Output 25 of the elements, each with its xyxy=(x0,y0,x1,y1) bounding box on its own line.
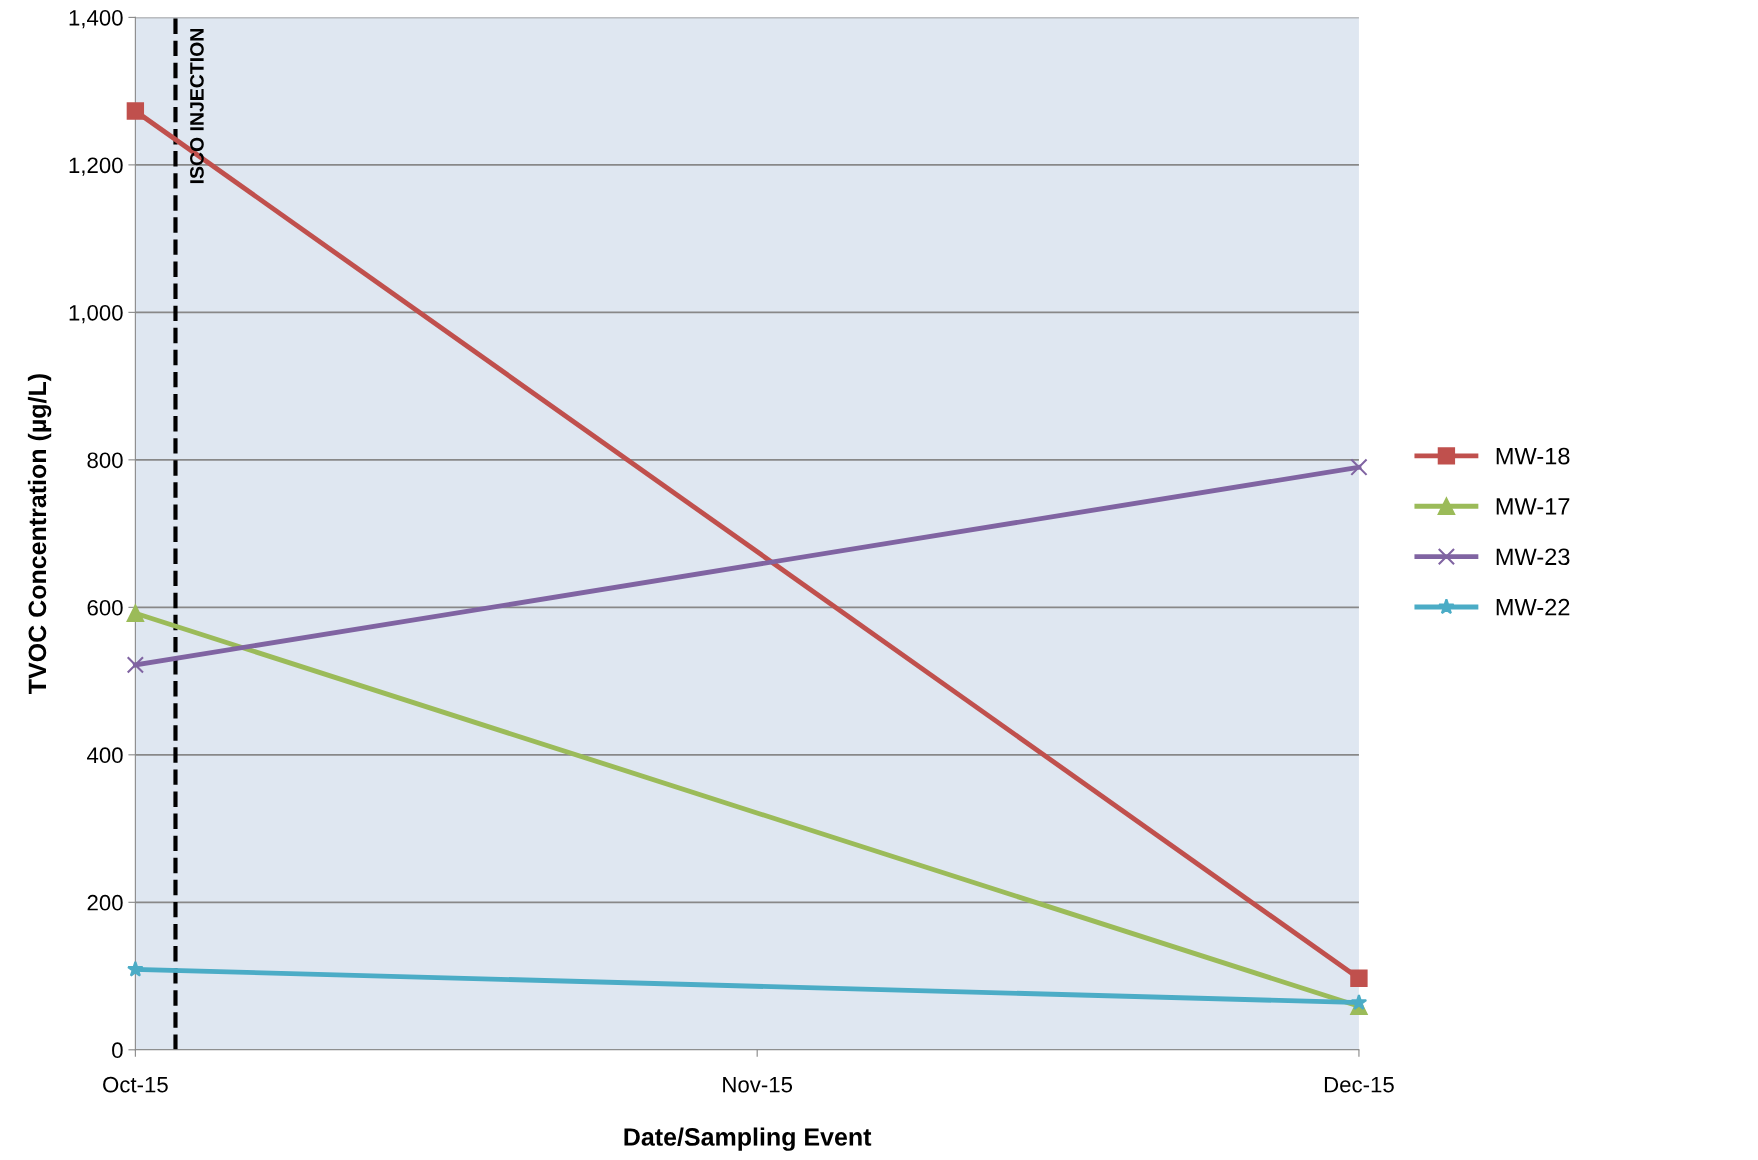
y-tick-label: 800 xyxy=(87,452,123,469)
y-axis-title: TVOC Concentration (µg/L) xyxy=(27,374,52,694)
point xyxy=(126,656,145,674)
point xyxy=(1350,993,1368,1010)
y-tick-label: 1,400 xyxy=(69,9,123,29)
point xyxy=(126,102,145,120)
y-tick-label: 1,000 xyxy=(69,304,123,324)
y-tick-label: 200 xyxy=(87,894,123,911)
legend-label: MW-22 xyxy=(1496,598,1570,616)
x-axis-title: Date/Sampling Event xyxy=(624,1127,872,1151)
point xyxy=(1350,969,1368,987)
ref-line-label: ISCO INJECTION xyxy=(190,29,204,184)
y-tick-label: 400 xyxy=(87,747,123,764)
y-tick-label: 0 xyxy=(112,1042,123,1059)
point xyxy=(1350,458,1368,476)
x-tick-label: Nov-15 xyxy=(723,1077,793,1093)
point xyxy=(126,604,145,622)
legend-label: MW-17 xyxy=(1496,498,1570,515)
x-tick-label: Dec-15 xyxy=(1324,1077,1394,1093)
y-tick-label: 600 xyxy=(87,599,123,616)
point xyxy=(127,960,144,977)
legend-label: MW-18 xyxy=(1496,447,1570,465)
legend-label: MW-23 xyxy=(1496,548,1570,566)
y-tick-label: 1,200 xyxy=(69,157,123,176)
x-tick-label: Oct-15 xyxy=(103,1076,168,1093)
